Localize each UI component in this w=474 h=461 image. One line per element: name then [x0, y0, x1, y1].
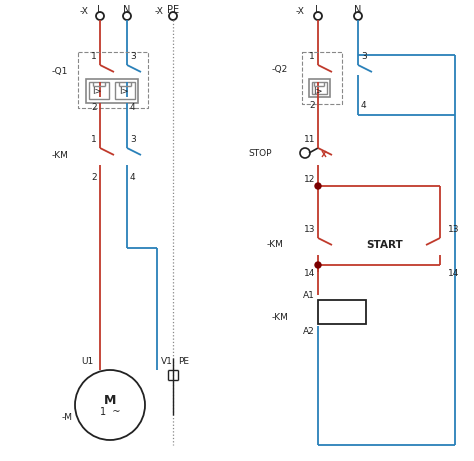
- Bar: [115, 82, 135, 99]
- Circle shape: [169, 12, 177, 20]
- Circle shape: [96, 12, 104, 20]
- Text: PE: PE: [178, 356, 189, 366]
- Text: I>: I>: [119, 87, 129, 95]
- Text: U1: U1: [82, 356, 94, 366]
- Text: 3: 3: [130, 53, 136, 61]
- Text: 4: 4: [130, 172, 136, 182]
- Text: N: N: [354, 5, 362, 15]
- Text: STOP: STOP: [248, 148, 272, 158]
- Text: -X: -X: [295, 7, 304, 17]
- Text: I>: I>: [313, 87, 323, 95]
- Text: 2: 2: [310, 100, 315, 110]
- Circle shape: [123, 12, 131, 20]
- Text: PE: PE: [167, 5, 179, 15]
- Text: 4: 4: [130, 102, 136, 112]
- Text: 11: 11: [303, 136, 315, 144]
- Text: -KM: -KM: [266, 241, 283, 249]
- Bar: [86, 79, 138, 103]
- Text: A1: A1: [303, 290, 315, 300]
- Text: -M: -M: [62, 414, 73, 422]
- Text: -Q1: -Q1: [52, 67, 68, 77]
- Bar: [312, 82, 327, 94]
- Text: 2: 2: [91, 172, 97, 182]
- Text: 1: 1: [91, 53, 97, 61]
- Text: 12: 12: [304, 175, 315, 183]
- Text: 13: 13: [303, 225, 315, 235]
- Text: A2: A2: [303, 327, 315, 337]
- Text: -Q2: -Q2: [272, 65, 288, 75]
- Text: 14: 14: [304, 268, 315, 278]
- Text: M: M: [104, 394, 116, 407]
- Text: 13: 13: [448, 225, 459, 235]
- Circle shape: [314, 12, 322, 20]
- Text: L: L: [97, 5, 103, 15]
- Text: 3: 3: [361, 53, 367, 61]
- Circle shape: [354, 12, 362, 20]
- Text: 1  ~: 1 ~: [100, 407, 120, 417]
- Bar: [89, 82, 109, 99]
- Text: 14: 14: [448, 268, 459, 278]
- Text: 1: 1: [91, 136, 97, 144]
- Circle shape: [75, 370, 145, 440]
- Text: V1: V1: [161, 356, 173, 366]
- Text: N: N: [123, 5, 131, 15]
- Text: 2: 2: [91, 102, 97, 112]
- Circle shape: [315, 183, 321, 189]
- Text: 1: 1: [309, 53, 315, 61]
- Circle shape: [315, 262, 321, 268]
- Text: 4: 4: [361, 100, 366, 110]
- Text: START: START: [366, 240, 403, 250]
- Text: 3: 3: [130, 136, 136, 144]
- Text: -KM: -KM: [271, 313, 288, 323]
- Circle shape: [300, 148, 310, 158]
- Text: -X: -X: [79, 7, 88, 17]
- Bar: [318, 300, 366, 324]
- Text: -X: -X: [154, 7, 163, 17]
- Text: I>: I>: [92, 87, 102, 95]
- Bar: [309, 79, 330, 97]
- Text: -KM: -KM: [51, 150, 68, 160]
- Text: L: L: [315, 5, 321, 15]
